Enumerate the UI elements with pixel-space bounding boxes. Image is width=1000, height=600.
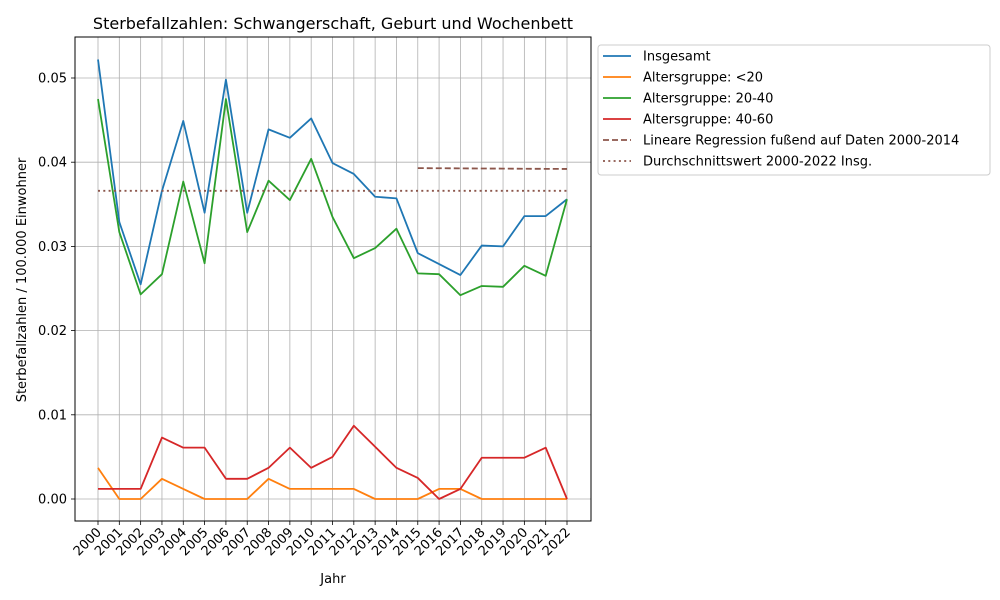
legend-label: Lineare Regression fußend auf Daten 2000…: [643, 134, 959, 149]
data-lines: [97, 59, 568, 500]
y-tick-label: 0.04: [38, 156, 67, 171]
y-tick-label: 0.01: [38, 408, 67, 423]
legend: Insgesamt Altersgruppe: <20 Altersgruppe: …: [597, 44, 991, 176]
series-line: [97, 98, 568, 297]
chart-title: Sterbefallzahlen: Schwangerschaft, Gebur…: [93, 14, 573, 33]
series-line: [97, 59, 568, 286]
legend-label: Insgesamt: [643, 50, 711, 65]
y-tick-label: 0.00: [38, 493, 67, 508]
grid-lines: [75, 37, 591, 521]
y-axis-ticks: 0.00 0.01 0.02 0.03 0.04 0.05: [38, 72, 75, 508]
legend-label: Durchschnittswert 2000-2022 Insg.: [643, 155, 872, 170]
series-line: [417, 167, 568, 170]
y-tick-label: 0.02: [38, 324, 67, 339]
legend-label: Altersgruppe: 20-40: [643, 92, 773, 107]
x-axis-ticks: 2000200120022003200420052006200720082009…: [71, 521, 574, 559]
plot-frame: [74, 36, 592, 522]
legend-label: Altersgruppe: <20: [643, 71, 763, 86]
legend-box: [597, 44, 991, 176]
y-axis-label: Sterbefallzahlen / 100.000 Einwohner: [15, 157, 30, 402]
y-tick-label: 0.03: [38, 240, 67, 255]
y-tick-label: 0.05: [38, 72, 67, 87]
series-line: [97, 467, 567, 500]
series-line: [98, 424, 568, 500]
legend-label: Altersgruppe: 40-60: [643, 113, 773, 128]
x-axis-label: Jahr: [319, 572, 346, 587]
